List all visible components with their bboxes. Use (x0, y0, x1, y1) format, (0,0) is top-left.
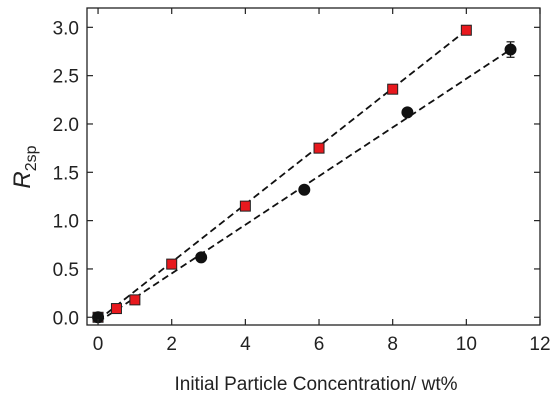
plot-area (86, 7, 541, 326)
y-axis: 0.0 0.5 1.0 1.5 2.0 2.5 3.0 (53, 18, 540, 329)
plot-frame (86, 7, 541, 326)
x-tick-label: 2 (166, 334, 177, 355)
y-tick-label: 1.0 (53, 212, 79, 233)
y-tick-label: 3.0 (53, 18, 79, 39)
x-axis-title: Initial Particle Concentration/ wt% (174, 374, 457, 395)
data-point-square (129, 294, 141, 306)
x-tick-label: 10 (456, 334, 477, 355)
data-point-circle (298, 183, 311, 196)
data-point-square (313, 142, 325, 154)
data-point-circle (195, 251, 208, 264)
x-tick-label: 0 (93, 334, 104, 355)
data-point-square (166, 258, 178, 270)
y-tick-label: 2.0 (53, 115, 79, 136)
y-tick-label: 2.5 (53, 67, 79, 88)
x-tick-label: 6 (314, 334, 325, 355)
y-axis-title-subscript: 2sp (23, 145, 40, 171)
data-point-square (110, 303, 122, 315)
x-tick-label: 4 (240, 334, 251, 355)
x-tick-label: 12 (529, 334, 550, 355)
y-tick-label: 0.0 (53, 308, 79, 329)
fit-lines (97, 29, 512, 323)
data-point-square (460, 24, 472, 36)
fit-line (97, 29, 467, 321)
data-point-square (239, 200, 251, 212)
y-axis-title: R2sp (9, 145, 40, 188)
x-tick-label: 8 (387, 334, 398, 355)
data-point-circle (401, 106, 414, 119)
data-point-square (387, 83, 399, 95)
y-tick-label: 0.5 (53, 260, 79, 281)
y-tick-label: 1.5 (53, 163, 79, 184)
data-point-circle (504, 43, 517, 56)
x-axis: 0 2 4 6 8 10 12 (93, 8, 550, 355)
y-axis-title-main: R (9, 171, 36, 188)
markers (92, 24, 517, 324)
